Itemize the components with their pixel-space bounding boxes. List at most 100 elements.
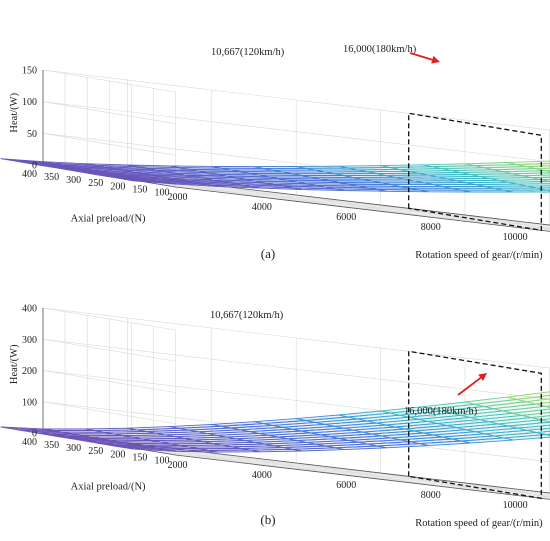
x-tick-label: 2000 <box>168 460 188 471</box>
x-tick-label: 6000 <box>336 212 356 223</box>
panel-caption: (a) <box>261 246 275 261</box>
surface-cell <box>545 170 550 173</box>
y-tick-label: 300 <box>66 443 81 454</box>
grid-line <box>211 452 345 476</box>
speed-annotation: 10,667(120km/h) <box>210 310 284 321</box>
z-tick-label: 100 <box>22 397 37 408</box>
arrow-shaft <box>457 377 482 396</box>
z-tick-label: 0 <box>32 429 37 440</box>
surface-cell <box>503 434 550 441</box>
grid-line <box>109 175 550 229</box>
red-arrow <box>457 373 487 396</box>
x-axis-label: Rotation speed of gear/(r/min) <box>415 250 543 261</box>
y-tick-label: 200 <box>110 181 125 192</box>
grid-line <box>42 69 550 131</box>
speed-annotation: 10,667(120km/h) <box>211 47 285 58</box>
panel-caption: (b) <box>260 512 275 527</box>
speed-plane-0 <box>408 350 542 500</box>
surface-cell <box>503 189 550 193</box>
y-tick-label: 350 <box>44 440 59 451</box>
grid-line <box>131 447 550 498</box>
z-axis-label: Heat/(W) <box>9 344 20 384</box>
grid-line <box>87 172 550 228</box>
y-tick-label: 350 <box>44 172 59 183</box>
surface-cell <box>544 405 550 408</box>
grid-line <box>42 307 550 369</box>
surface-cell <box>512 408 550 416</box>
surface-cell <box>502 405 550 414</box>
grid-line <box>296 194 429 218</box>
surface-cell <box>536 187 550 191</box>
grid-line <box>42 338 550 400</box>
y-axis-label: Axial preload/(N) <box>71 213 146 224</box>
grid-line <box>131 179 550 230</box>
z-tick-label: 0 <box>32 161 37 172</box>
surface-cell <box>507 421 550 429</box>
grid-line <box>211 184 345 208</box>
surface-cell <box>536 430 550 436</box>
x-tick-label: 4000 <box>252 202 272 213</box>
grid-line <box>109 443 550 497</box>
grid-line <box>153 451 550 499</box>
y-tick-label: 100 <box>155 455 170 466</box>
z-tick-label: 50 <box>27 129 37 140</box>
surface-mesh <box>0 158 550 193</box>
grid-line <box>153 183 550 231</box>
x-tick-label: 2000 <box>168 192 188 203</box>
grid-line <box>87 440 550 496</box>
grid-line <box>296 462 429 486</box>
arrow-head <box>478 373 487 382</box>
red-arrow <box>409 52 440 64</box>
surface-cell <box>540 178 550 183</box>
speed-plane-0 <box>408 112 542 232</box>
arrow-shaft <box>409 52 433 61</box>
y-tick-label: 400 <box>22 437 37 448</box>
y-tick-label: 150 <box>132 452 147 463</box>
y-tick-label: 300 <box>66 175 81 186</box>
surface-cell <box>526 185 550 189</box>
y-tick-label: 250 <box>88 178 103 189</box>
surface-cell <box>545 189 550 192</box>
x-tick-label: 8000 <box>421 222 441 233</box>
y-tick-label: 400 <box>22 169 37 180</box>
z-tick-label: 200 <box>22 366 37 377</box>
y-tick-label: 200 <box>110 449 125 460</box>
surface-cell <box>507 391 550 400</box>
z-tick-label: 300 <box>22 335 37 346</box>
surface-cell <box>540 418 550 423</box>
surface-mesh <box>0 391 550 453</box>
grid-line <box>464 214 550 230</box>
grid-line <box>42 401 550 463</box>
arrow-head <box>431 55 440 64</box>
speed-planes <box>408 112 542 232</box>
x-tick-label: 6000 <box>336 480 356 491</box>
y-tick-label: 150 <box>132 184 147 195</box>
x-tick-label: 8000 <box>421 490 441 501</box>
x-tick-label: 4000 <box>252 470 272 481</box>
surface-cell <box>498 419 550 427</box>
z-tick-label: 400 <box>22 304 37 315</box>
y-axis-label: Axial preload/(N) <box>71 481 146 492</box>
x-tick-label: 10000 <box>503 232 528 243</box>
y-tick-label: 100 <box>155 187 170 198</box>
grid-line <box>42 101 550 163</box>
surface-cell <box>531 415 550 421</box>
y-tick-label: 250 <box>88 446 103 457</box>
z-tick-label: 150 <box>22 66 37 77</box>
z-tick-label: 100 <box>22 97 37 108</box>
grid-line <box>42 370 550 431</box>
x-axis-line <box>175 186 550 232</box>
z-axis-label: Heat/(W) <box>9 92 20 132</box>
speed-annotation: 16,000(180km/h) <box>343 44 417 55</box>
speed-annotation: 16,000(180km/h) <box>404 406 478 417</box>
grid-line <box>380 472 514 496</box>
x-axis-label: Rotation speed of gear/(r/min) <box>415 518 543 529</box>
x-axis-line <box>175 454 550 500</box>
speed-planes <box>408 350 542 500</box>
grid-line <box>380 204 514 228</box>
surface-cell <box>545 433 550 436</box>
x-tick-label: 10000 <box>503 500 528 511</box>
